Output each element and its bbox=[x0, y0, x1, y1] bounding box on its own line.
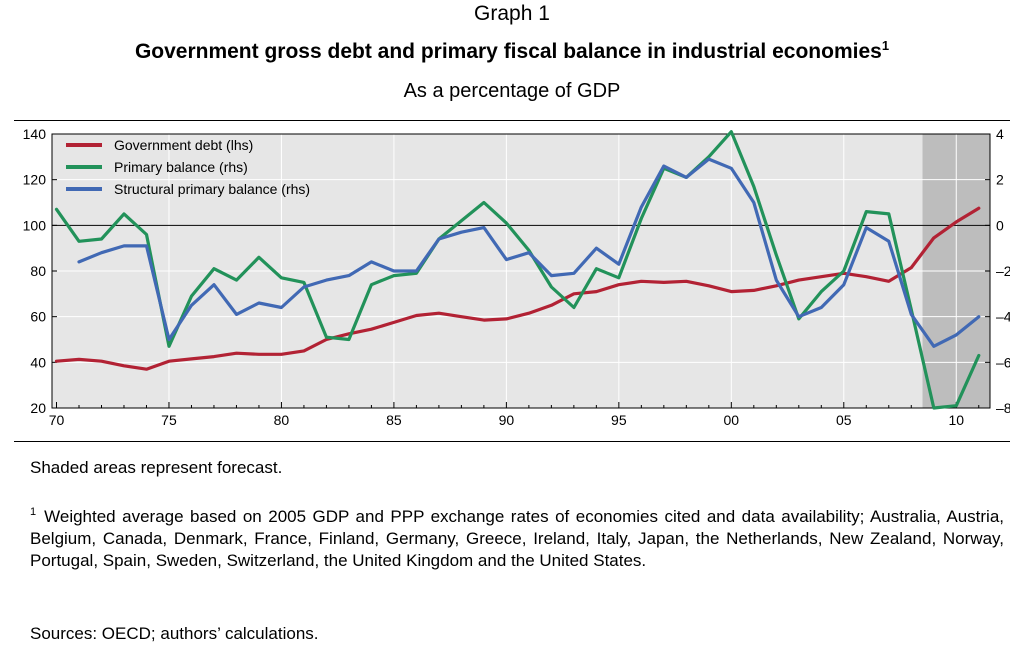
legend-label: Structural primary balance (rhs) bbox=[114, 181, 310, 197]
y-left-tick-label: 40 bbox=[30, 354, 46, 370]
series-line-2 bbox=[54, 130, 981, 410]
footnote-marker: 1 bbox=[30, 506, 37, 519]
x-tick-label: 80 bbox=[274, 412, 290, 428]
x-tick-label: 10 bbox=[948, 412, 964, 428]
series-line-1 bbox=[54, 206, 981, 371]
y-left-tick-label: 120 bbox=[23, 172, 47, 188]
y-left-tick-label: 140 bbox=[23, 126, 47, 142]
y-left-tick-label: 100 bbox=[23, 217, 47, 233]
x-tick-label: 05 bbox=[836, 412, 852, 428]
chart-subtitle: As a percentage of GDP bbox=[403, 80, 621, 102]
footnote-text: Weighted average based on 2005 GDP and P… bbox=[30, 507, 1004, 570]
y-right-tick-label: –2 bbox=[996, 263, 1010, 279]
y-right-tick-label: 4 bbox=[996, 126, 1004, 142]
x-tick-label: 95 bbox=[611, 412, 627, 428]
y-right-tick-label: –6 bbox=[996, 354, 1010, 370]
graph-number: Graph 1 bbox=[474, 2, 550, 25]
series-line-3 bbox=[77, 157, 981, 348]
x-tick-label: 00 bbox=[724, 412, 740, 428]
title-footnote-marker: 1 bbox=[881, 38, 890, 53]
x-tick-label: 70 bbox=[49, 412, 65, 428]
y-left-tick-label: 20 bbox=[30, 400, 46, 416]
y-right-tick-label: 2 bbox=[996, 172, 1004, 188]
plot-area: 70 75 80 85 90 95 00 05 1020406080100120140–8–6–… bbox=[23, 126, 1010, 428]
legend: Government debt (lhs) Primary balance (rh… bbox=[66, 137, 310, 197]
chart-title: Government gross debt and primary fiscal… bbox=[0, 38, 1024, 64]
line-chart: 70 75 80 85 90 95 00 05 1020406080100120140–8–6–… bbox=[14, 120, 1010, 442]
y-left-tick-label: 60 bbox=[30, 309, 46, 325]
y-right-tick-label: 0 bbox=[996, 217, 1004, 233]
x-tick-label: 90 bbox=[499, 412, 515, 428]
sources-note: Sources: OECD; authors’ calculations. bbox=[30, 624, 319, 643]
legend-label: Primary balance (rhs) bbox=[114, 159, 248, 175]
footnote: 1 Weighted average based on 2005 GDP and … bbox=[30, 506, 1004, 572]
legend-label: Government debt (lhs) bbox=[114, 137, 253, 153]
x-tick-label: 85 bbox=[386, 412, 402, 428]
chart-title-text: Government gross debt and primary fiscal… bbox=[134, 40, 882, 63]
shading-note: Shaded areas represent forecast. bbox=[30, 458, 283, 477]
y-right-tick-label: –4 bbox=[996, 309, 1010, 325]
x-tick-label: 75 bbox=[161, 412, 177, 428]
y-left-tick-label: 80 bbox=[30, 263, 46, 279]
y-right-tick-label: –8 bbox=[996, 400, 1010, 416]
